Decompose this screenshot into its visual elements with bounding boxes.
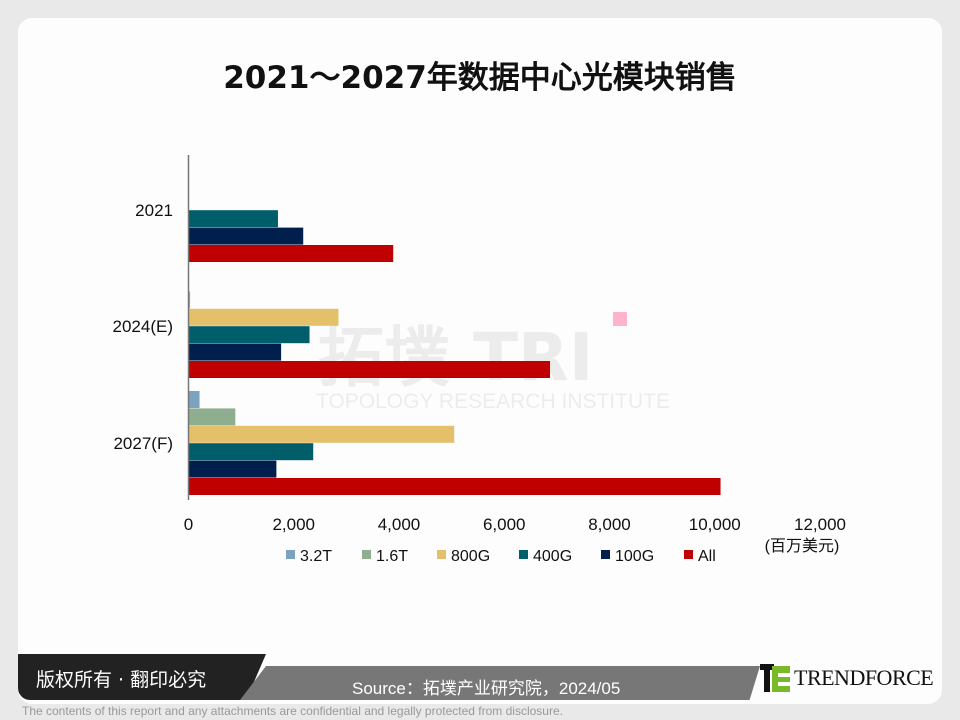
watermark: 拓墣 TRI TOPOLOGY RESEARCH INSTITUTE [316,319,670,413]
legend-swatch [519,550,528,559]
bar-400G-2021 [188,210,278,228]
watermark-en: TOPOLOGY RESEARCH INSTITUTE [316,390,670,413]
bar-All-2027(F) [188,478,721,495]
x-tick-label: 4,000 [378,515,421,534]
category-label: 2024(E) [113,317,173,336]
bar-400G-2027(F) [188,443,314,461]
legend-swatch [437,550,446,559]
x-tick-label: 8,000 [588,515,631,534]
legend-swatch [684,550,693,559]
bar-1.6T-2027(F) [188,408,236,426]
copyright-text: 版权所有 · 翻印必究 [36,669,207,691]
legend-label: 3.2T [300,548,332,565]
bar-1.6T-2024(E) [188,291,191,309]
trendforce-logo: TRENDFORCE [760,664,934,692]
legend-swatch [601,550,610,559]
category-label: 2027(F) [113,434,173,453]
x-tick-label: 0 [184,515,193,534]
legend-label: 400G [533,548,572,565]
x-tick-label: 12,000 [794,515,846,534]
category-label: 2021 [135,201,173,220]
x-tick-label: 10,000 [689,515,741,534]
chart-title: 2021～2027年数据中心光模块销售 [223,60,737,96]
legend-label: 800G [451,548,490,565]
bar-3.2T-2027(F) [188,391,200,408]
bar-800G-2024(E) [188,308,339,326]
watermark-dot [613,312,627,326]
source-text: Source：拓墣产业研究院，2024/05 [352,679,621,698]
bar-400G-2024(E) [188,326,310,344]
copyright-banner: 版权所有 · 翻印必究 [18,654,266,700]
trendforce-logo-icon [760,664,790,692]
bar-100G-2024(E) [188,343,282,361]
bar-All-2021 [188,245,394,262]
bar-100G-2021 [188,227,304,245]
legend-label: 100G [615,548,654,565]
unit-label: (百万美元) [765,537,840,555]
legend-swatch [286,550,295,559]
x-tick-label: 6,000 [483,515,526,534]
disclaimer: The contents of this report and any atta… [22,704,563,718]
legend-label: All [698,548,716,565]
watermark-cn: 拓墣 TRI [318,319,593,396]
bar-All-2024(E) [188,361,551,378]
x-tick-label: 2,000 [272,515,315,534]
source-banner: Source：拓墣产业研究院，2024/05 [240,666,760,700]
bar-100G-2027(F) [188,460,277,478]
legend-label: 1.6T [376,548,408,565]
legend-swatch [362,550,371,559]
bar-800G-2027(F) [188,425,455,443]
trendforce-wordmark: TRENDFORCE [794,665,934,690]
